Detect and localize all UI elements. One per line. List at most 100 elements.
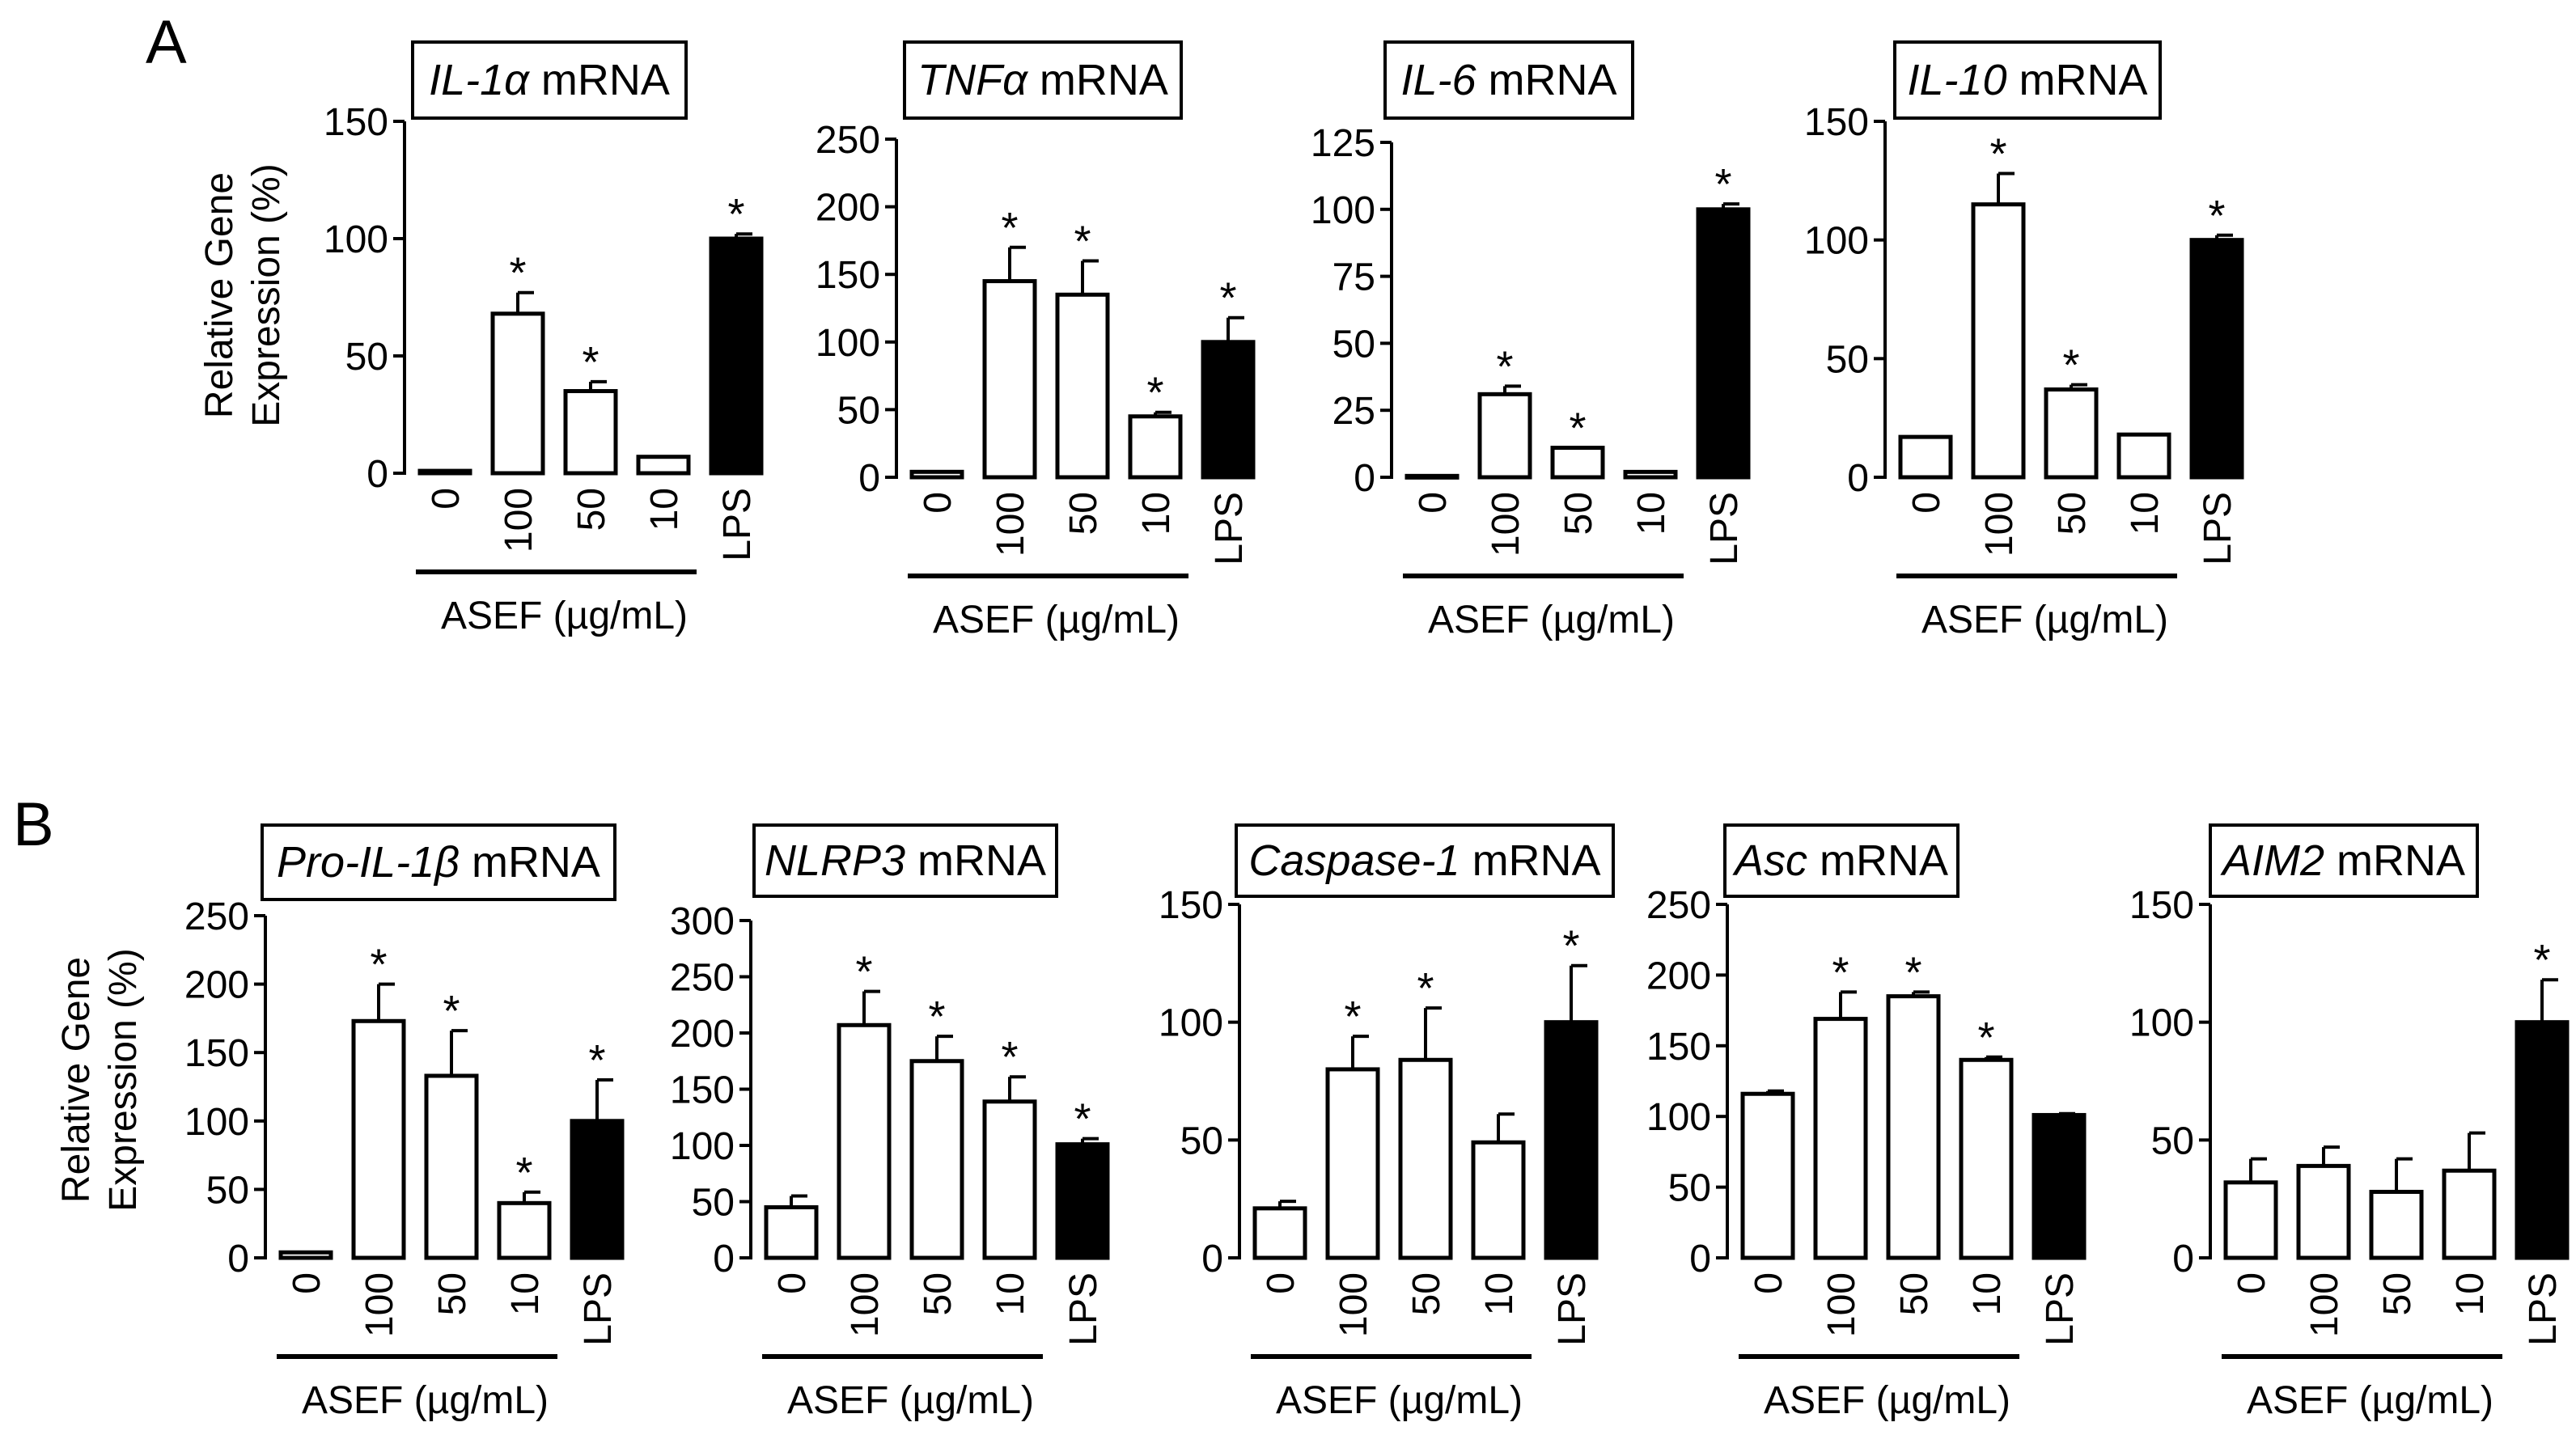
chart-title-box — [1235, 823, 1615, 898]
bar-LPS — [1055, 1142, 1110, 1260]
bar-LPS — [709, 236, 764, 476]
y-tick-label: 0 — [366, 453, 388, 496]
significance-star: * — [1146, 369, 1163, 417]
significance-star: * — [1001, 1033, 1018, 1082]
bar-LPS — [2189, 238, 2244, 480]
x-axis-label: ASEF (µg/mL) — [1276, 1379, 1523, 1422]
x-category-label: 50 — [917, 1272, 960, 1315]
significance-star: * — [370, 941, 387, 989]
x-category-label: 0 — [425, 488, 468, 510]
bar-0 — [1405, 473, 1460, 480]
y-tick-label: 250 — [816, 119, 880, 162]
chart-title-box — [2209, 823, 2479, 898]
y-tick-label: 0 — [227, 1238, 249, 1280]
y-tick-label: 200 — [1646, 955, 1711, 997]
bar-LPS — [1201, 340, 1256, 480]
x-category-label: LPS — [2522, 1272, 2565, 1346]
bar-LPS — [2515, 1020, 2570, 1260]
chart-title: NLRP3 mRNA — [765, 836, 1046, 885]
x-category-label: 10 — [643, 488, 686, 531]
significance-star: * — [588, 1036, 605, 1085]
chart-6: Caspase-1 mRNA 0 50 100 150 0 * 100 * 50 10 * LPS ASE… — [1159, 823, 1615, 1422]
bar-50 — [2369, 1189, 2424, 1260]
y-tick-label: 250 — [1646, 884, 1711, 927]
y-tick-label: 150 — [2129, 884, 2194, 927]
ylabel-line1: Relative Gene — [198, 172, 241, 418]
significance-star: * — [1569, 404, 1586, 453]
y-tick-label: 50 — [692, 1182, 735, 1225]
y-tick-label: 100 — [1646, 1096, 1711, 1139]
x-category-label: LPS — [1062, 1272, 1105, 1346]
chart-title-gene: Pro-IL-1β — [277, 838, 460, 887]
x-category-label: 10 — [1966, 1272, 2009, 1315]
bar-100 — [1477, 392, 1532, 480]
x-category-label: 50 — [1405, 1272, 1448, 1315]
x-axis-label: ASEF (µg/mL) — [787, 1379, 1034, 1422]
chart-title: IL-10 mRNA — [1907, 56, 2147, 104]
bar-0 — [764, 1204, 819, 1260]
y-tick-label: 50 — [1332, 323, 1375, 366]
significance-star: * — [1977, 1014, 1994, 1062]
chart-title-box — [411, 40, 688, 120]
bar-100 — [837, 1022, 892, 1260]
bar-10 — [497, 1200, 552, 1260]
significance-star: * — [1989, 130, 2006, 179]
x-category-label: LPS — [2197, 492, 2239, 565]
chart-title-box — [261, 823, 616, 901]
chart-title-suffix: mRNA — [1477, 56, 1617, 104]
x-category-label: 0 — [1260, 1272, 1303, 1294]
y-tick-label: 150 — [816, 254, 880, 297]
y-tick-label: 100 — [1804, 220, 1869, 263]
y-tick-label: 200 — [816, 187, 880, 230]
x-category-label: 0 — [1748, 1272, 1790, 1294]
y-tick-label: 250 — [670, 957, 735, 1000]
x-axis-label: ASEF (µg/mL) — [933, 599, 1180, 641]
y-tick-label: 50 — [206, 1169, 249, 1212]
x-category-label: 100 — [2303, 1272, 2346, 1337]
bar-50 — [1550, 446, 1605, 480]
y-tick-label: 50 — [1668, 1167, 1711, 1210]
chart-1: TNFα mRNA 0 50 100 150 200 250 0 * 100 * 50 * 10 * LPS A… — [816, 40, 1256, 641]
y-tick-label: 300 — [670, 900, 735, 943]
y-axis-label-b: Relative Gene Expression (%) — [55, 948, 145, 1211]
chart-title-gene: Asc — [1732, 836, 1807, 885]
x-category-label: LPS — [1551, 1272, 1594, 1346]
y-tick-label: 150 — [1159, 884, 1223, 927]
bar-0 — [2223, 1180, 2278, 1260]
x-category-label: 50 — [1062, 492, 1105, 535]
x-category-label: LPS — [1208, 492, 1251, 565]
y-tick-label: 100 — [324, 218, 388, 261]
chart-title-box — [1383, 40, 1634, 120]
bar-10 — [1128, 414, 1183, 480]
x-category-label: 50 — [431, 1272, 474, 1315]
y-tick-label: 50 — [345, 336, 388, 379]
y-tick-label: 0 — [858, 457, 880, 500]
x-category-label: LPS — [2039, 1272, 2082, 1346]
significance-star: * — [1344, 993, 1361, 1041]
bar-50 — [2044, 387, 2099, 480]
x-axis-label: ASEF (µg/mL) — [302, 1379, 549, 1422]
panel-label-b: B — [13, 790, 54, 859]
bar-10 — [636, 455, 691, 476]
x-category-label: 100 — [1820, 1272, 1863, 1337]
bar-LPS — [1544, 1020, 1599, 1260]
y-tick-label: 150 — [324, 101, 388, 144]
significance-star: * — [928, 993, 945, 1041]
bar-10 — [1471, 1140, 1526, 1260]
y-tick-label: 100 — [184, 1101, 249, 1144]
chart-title-suffix: mRNA — [1027, 56, 1168, 104]
chart-title: Asc mRNA — [1732, 836, 1948, 885]
chart-title-suffix: mRNA — [460, 838, 600, 887]
x-category-label: 10 — [1478, 1272, 1521, 1315]
y-tick-label: 150 — [184, 1032, 249, 1075]
chart-title-box — [1723, 823, 1960, 898]
bar-50 — [1398, 1057, 1453, 1260]
chart-2: IL-6 mRNA 0 25 50 75 100 125 0 * 100 * 50 10 * LPS ASEF… — [1311, 40, 1751, 641]
y-tick-label: 0 — [1689, 1238, 1711, 1280]
y-tick-label: 75 — [1332, 256, 1375, 299]
y-tick-label: 100 — [670, 1125, 735, 1168]
x-category-label: 10 — [2124, 492, 2167, 535]
x-category-label: 0 — [1412, 492, 1455, 514]
bar-50 — [909, 1059, 964, 1260]
